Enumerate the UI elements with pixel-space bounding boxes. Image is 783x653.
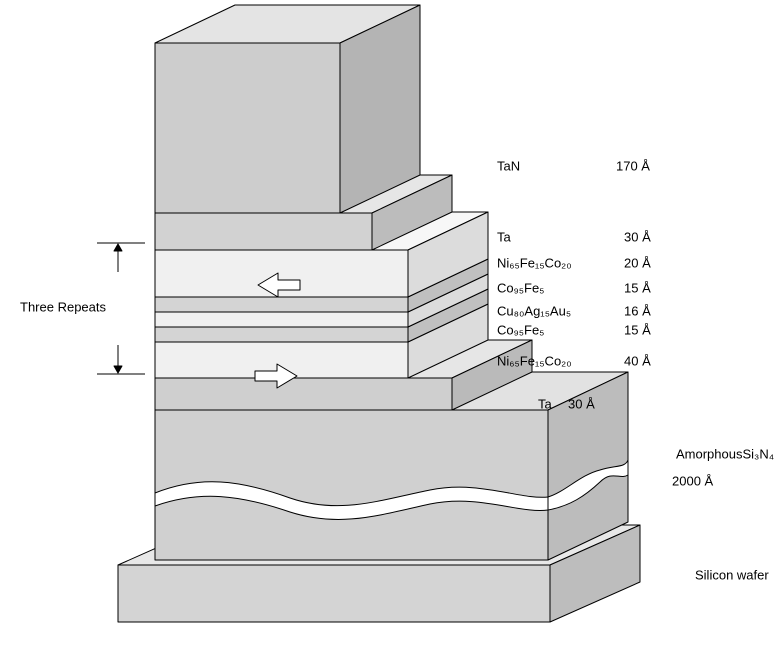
layer-stack-diagram: Three Repeats TaN 170 Å Ta 30 Å Ni₆₅Fe₁₅… <box>0 0 783 653</box>
arrowhead <box>114 244 122 251</box>
layer-material: TaN <box>497 158 520 173</box>
page: Three Repeats TaN 170 Å Ta 30 Å Ni₆₅Fe₁₅… <box>0 0 783 653</box>
tan-front <box>155 43 340 213</box>
layer-material: Ni₆₅Fe₁₅Co₂₀ <box>497 353 572 368</box>
arrowhead <box>114 366 122 373</box>
substrate-thickness: 2000 Å <box>672 473 714 488</box>
layer-thickness: 15 Å <box>624 322 651 337</box>
layer-thickness: 16 Å <box>624 303 651 318</box>
layer-thickness: 170 Å <box>616 158 650 173</box>
repeat-label: Three Repeats <box>20 299 106 314</box>
cofe-bottom-front <box>155 327 408 342</box>
layer-thickness: 30 Å <box>568 396 595 411</box>
wafer-label: Silicon wafer <box>695 567 769 582</box>
layer-thickness: 30 Å <box>624 229 651 244</box>
layer-material: Co₉₅Fe₅ <box>497 280 544 295</box>
substrate-material: AmorphousSi₃N₄ <box>676 446 774 461</box>
cofe-top-front <box>155 297 408 312</box>
layer-thickness: 20 Å <box>624 255 651 270</box>
wafer-front <box>118 565 550 622</box>
layer-thickness: 15 Å <box>624 280 651 295</box>
ta-top-front <box>155 213 372 250</box>
layer-material: Cu₈₀Ag₁₅Au₅ <box>497 303 571 318</box>
cuagau-front <box>155 312 408 327</box>
layer-thickness: 40 Å <box>624 353 651 368</box>
layer-material: Ta <box>538 396 553 411</box>
layer-material: Ni₆₅Fe₁₅Co₂₀ <box>497 255 572 270</box>
ta-bottom-front <box>155 378 452 410</box>
layer-material: Co₉₅Fe₅ <box>497 322 544 337</box>
layer-material: Ta <box>497 229 512 244</box>
